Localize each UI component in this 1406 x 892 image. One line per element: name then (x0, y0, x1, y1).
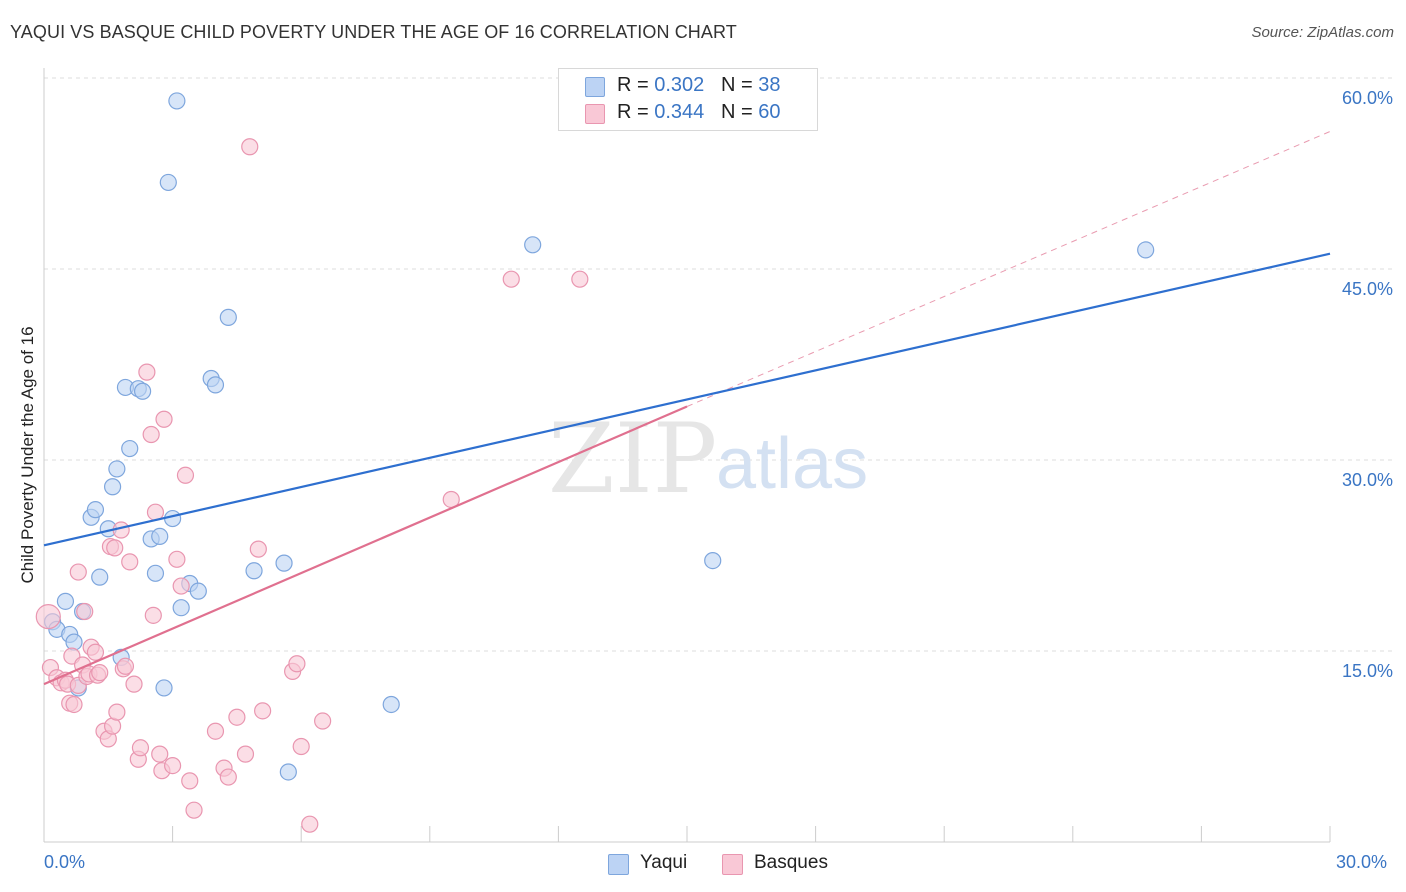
basques-point (151, 745, 169, 763)
legend-swatch-yaqui (585, 77, 605, 97)
watermark-zip: ZIP (548, 403, 717, 515)
source-credit: Source: ZipAtlas.com (1251, 24, 1394, 41)
yaqui-point (133, 382, 152, 400)
basques-point (106, 539, 124, 557)
basques-point (108, 703, 126, 721)
chart-title: YAQUI VS BASQUE CHILD POVERTY UNDER THE … (10, 22, 737, 42)
yaqui-point (275, 554, 293, 572)
basques-point (69, 563, 87, 581)
basques-point (116, 657, 135, 675)
y-tick-label-30: 30.0% (1341, 470, 1393, 490)
r-value-yaqui: 0.302 (654, 74, 705, 96)
yaqui-point (65, 633, 83, 651)
basques-point (292, 737, 310, 756)
yaqui-point (245, 562, 263, 580)
yaqui-points (43, 92, 1155, 781)
basques-point (571, 270, 589, 288)
yaqui-point (168, 92, 186, 110)
basques-point (176, 466, 195, 484)
basques-point (155, 410, 173, 428)
y-tick-label-60: 60.0% (1341, 88, 1393, 108)
basques-point (185, 801, 203, 819)
yaqui-point (704, 551, 722, 570)
basques-point (168, 550, 186, 568)
basques-point (131, 739, 150, 757)
yaqui-point (172, 599, 190, 617)
yaqui-point (1137, 241, 1155, 259)
legend-stats-basques: R = 0.344 N = 60 (617, 101, 781, 123)
yaqui-point (146, 564, 165, 582)
basques-point (91, 664, 109, 682)
correlation-legend: R = 0.302 N = 38 R = 0.344 N = 60 (558, 68, 818, 131)
legend-swatch-basques (585, 104, 605, 124)
yaqui-point (219, 308, 237, 326)
legend-stats-yaqui: R = 0.302 N = 38 (617, 74, 781, 96)
yaqui-point (91, 568, 109, 586)
n-value-yaqui: 38 (758, 74, 781, 96)
yaqui-point (189, 582, 207, 600)
basques-point (301, 815, 319, 833)
legend-label-basques: Basques (754, 852, 828, 873)
r-value-basques: 0.344 (654, 101, 705, 123)
yaqui-point (121, 439, 139, 458)
basques-point (76, 602, 94, 621)
yaqui-point (164, 509, 182, 528)
basques-point (172, 577, 190, 595)
n-value-basques: 60 (758, 101, 781, 123)
yaqui-point (86, 501, 105, 519)
x-tick-label-30: 30.0% (1336, 852, 1388, 872)
series-legend: Yaqui Basques (0, 852, 1406, 878)
x-tick-label-0: 0.0% (44, 852, 86, 872)
basques-point (502, 270, 520, 288)
yaqui-point (279, 763, 297, 781)
basques-trend-line (43, 405, 688, 686)
basques-point (228, 708, 246, 726)
basques-point (249, 540, 267, 558)
yaqui-point (108, 460, 126, 478)
y-tick-label-45: 45.0% (1341, 279, 1393, 299)
basques-point (86, 643, 105, 661)
basques-point (236, 745, 255, 763)
basques-point (121, 553, 139, 571)
basques-point (35, 604, 61, 630)
basques-point (288, 655, 306, 673)
yaqui-point (155, 679, 173, 697)
yaqui-point (151, 527, 169, 546)
basques-point (254, 702, 272, 720)
yaqui-point (56, 592, 75, 610)
watermark-atlas: atlas (716, 424, 868, 504)
basques-point (144, 606, 162, 624)
legend-swatch-basques-bottom (722, 854, 743, 875)
basques-point (219, 768, 237, 786)
yaqui-point (206, 376, 225, 394)
yaqui-point (382, 695, 400, 714)
basques-point (65, 695, 83, 714)
yaqui-point (103, 478, 122, 496)
yaqui-point (159, 173, 177, 192)
basques-point (164, 756, 182, 775)
legend-swatch-yaqui-bottom (608, 854, 629, 875)
y-tick-label-15: 15.0% (1341, 661, 1393, 681)
basques-point (241, 138, 259, 156)
basques-point (314, 712, 332, 730)
x-axis-ticks (172, 826, 1331, 842)
legend-label-yaqui: Yaqui (640, 852, 688, 873)
basques-point (206, 722, 225, 740)
basques-points (35, 138, 589, 833)
basques-point (138, 363, 156, 381)
trend-lines (43, 131, 1331, 686)
yaqui-point (524, 236, 542, 254)
yaqui-trend-line (43, 252, 1331, 547)
basques-point (142, 425, 160, 444)
basques-point (125, 675, 143, 693)
basques-point (181, 772, 199, 790)
